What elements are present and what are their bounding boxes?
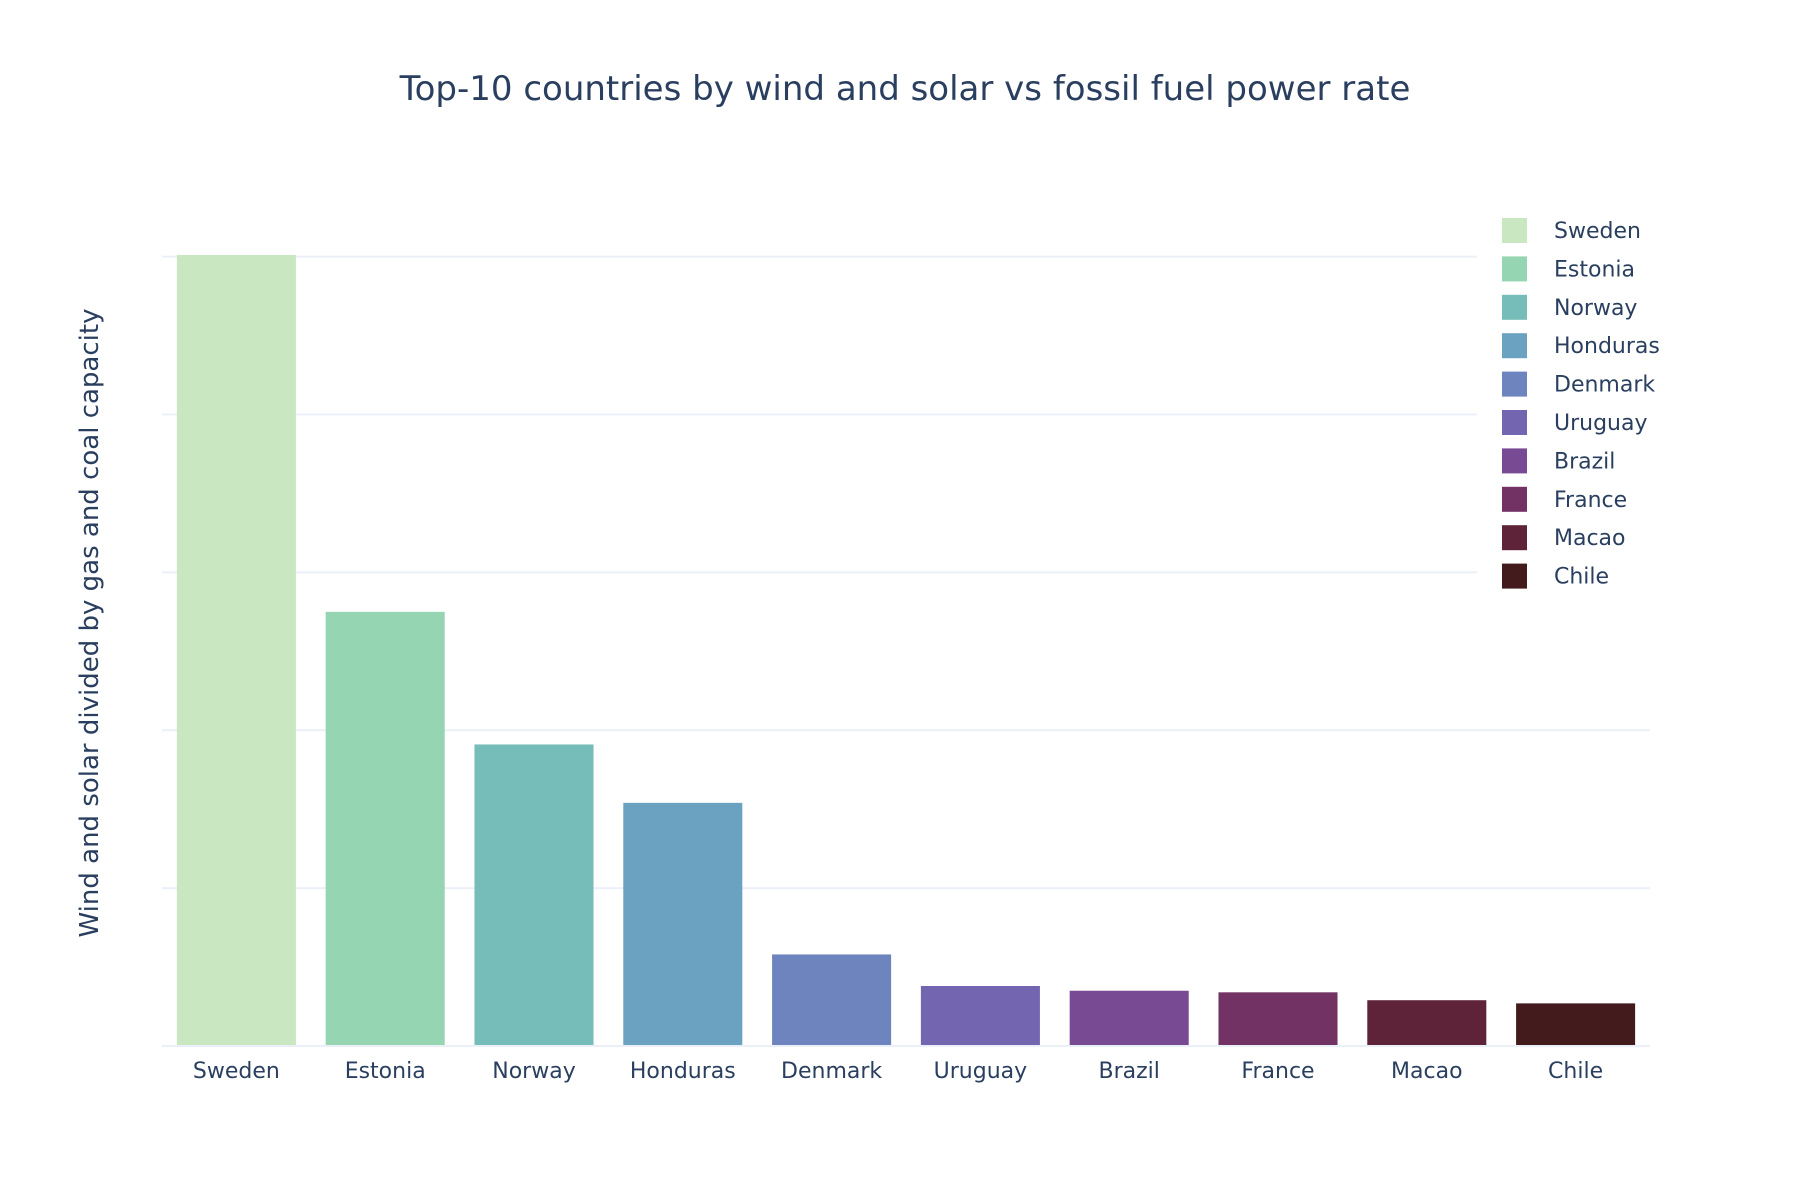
bar-france[interactable] bbox=[1218, 992, 1338, 1046]
legend-item-chile[interactable]: Chile bbox=[1502, 563, 1609, 590]
x-tick-label: Sweden bbox=[193, 1059, 280, 1084]
legend-label: Denmark bbox=[1554, 373, 1655, 398]
legend-swatch bbox=[1502, 294, 1527, 320]
x-tick-label: Chile bbox=[1548, 1059, 1603, 1084]
legend-item-denmark[interactable]: Denmark bbox=[1502, 371, 1655, 398]
bar-brazil[interactable] bbox=[1069, 990, 1189, 1046]
bars bbox=[176, 254, 1636, 1047]
bar-sweden[interactable] bbox=[176, 254, 296, 1047]
bar-norway[interactable] bbox=[474, 744, 594, 1046]
x-tick-labels: Sweden Estonia Norway Honduras Denmark Urugua… bbox=[193, 1059, 1603, 1084]
legend-item-france[interactable]: France bbox=[1502, 486, 1627, 513]
legend-label: Brazil bbox=[1554, 449, 1615, 474]
legend-swatch bbox=[1502, 525, 1527, 551]
legend-item-macao[interactable]: Macao bbox=[1502, 525, 1626, 551]
legend-label: Sweden bbox=[1554, 219, 1641, 244]
legend-swatch bbox=[1502, 218, 1527, 243]
legend-label: Chile bbox=[1554, 565, 1609, 590]
legend-swatch bbox=[1502, 448, 1527, 474]
legend-label: Norway bbox=[1554, 296, 1637, 321]
legend-label: Macao bbox=[1554, 526, 1626, 551]
legend-swatch bbox=[1502, 371, 1527, 397]
bar-honduras[interactable] bbox=[623, 802, 743, 1046]
x-tick-label: France bbox=[1241, 1059, 1314, 1084]
bar-macao[interactable] bbox=[1367, 1000, 1487, 1046]
bar-estonia[interactable] bbox=[325, 611, 445, 1046]
chart-title: Top-10 countries by wind and solar vs fo… bbox=[399, 69, 1411, 109]
legend-swatch bbox=[1502, 486, 1527, 512]
legend-label: Estonia bbox=[1554, 257, 1635, 282]
bar-denmark[interactable] bbox=[772, 954, 892, 1046]
x-tick-label: Brazil bbox=[1098, 1059, 1159, 1084]
legend-label: France bbox=[1554, 488, 1627, 513]
legend-item-honduras[interactable]: Honduras bbox=[1502, 333, 1660, 359]
legend-item-norway[interactable]: Norway bbox=[1502, 294, 1637, 321]
legend[interactable]: Sweden Estonia Norway Honduras Denmark Urugua… bbox=[1502, 218, 1660, 590]
legend-swatch bbox=[1502, 410, 1527, 435]
x-tick-label: Honduras bbox=[630, 1059, 736, 1084]
bar-chile[interactable] bbox=[1516, 1003, 1636, 1046]
y-axis-label: Wind and solar divided by gas and coal c… bbox=[75, 309, 105, 938]
legend-item-estonia[interactable]: Estonia bbox=[1502, 256, 1635, 282]
x-tick-label: Denmark bbox=[781, 1059, 882, 1084]
legend-label: Uruguay bbox=[1554, 411, 1648, 436]
bar-uruguay[interactable] bbox=[920, 986, 1040, 1046]
legend-swatch bbox=[1502, 563, 1527, 589]
x-tick-label: Macao bbox=[1391, 1059, 1463, 1084]
legend-item-uruguay[interactable]: Uruguay bbox=[1502, 410, 1648, 436]
legend-item-sweden[interactable]: Sweden bbox=[1502, 218, 1641, 244]
x-tick-label: Uruguay bbox=[934, 1059, 1028, 1084]
legend-swatch bbox=[1502, 333, 1527, 359]
x-tick-label: Estonia bbox=[345, 1059, 426, 1084]
legend-label: Honduras bbox=[1554, 334, 1660, 359]
legend-swatch bbox=[1502, 256, 1527, 282]
x-tick-label: Norway bbox=[492, 1059, 575, 1084]
legend-item-brazil[interactable]: Brazil bbox=[1502, 448, 1615, 474]
